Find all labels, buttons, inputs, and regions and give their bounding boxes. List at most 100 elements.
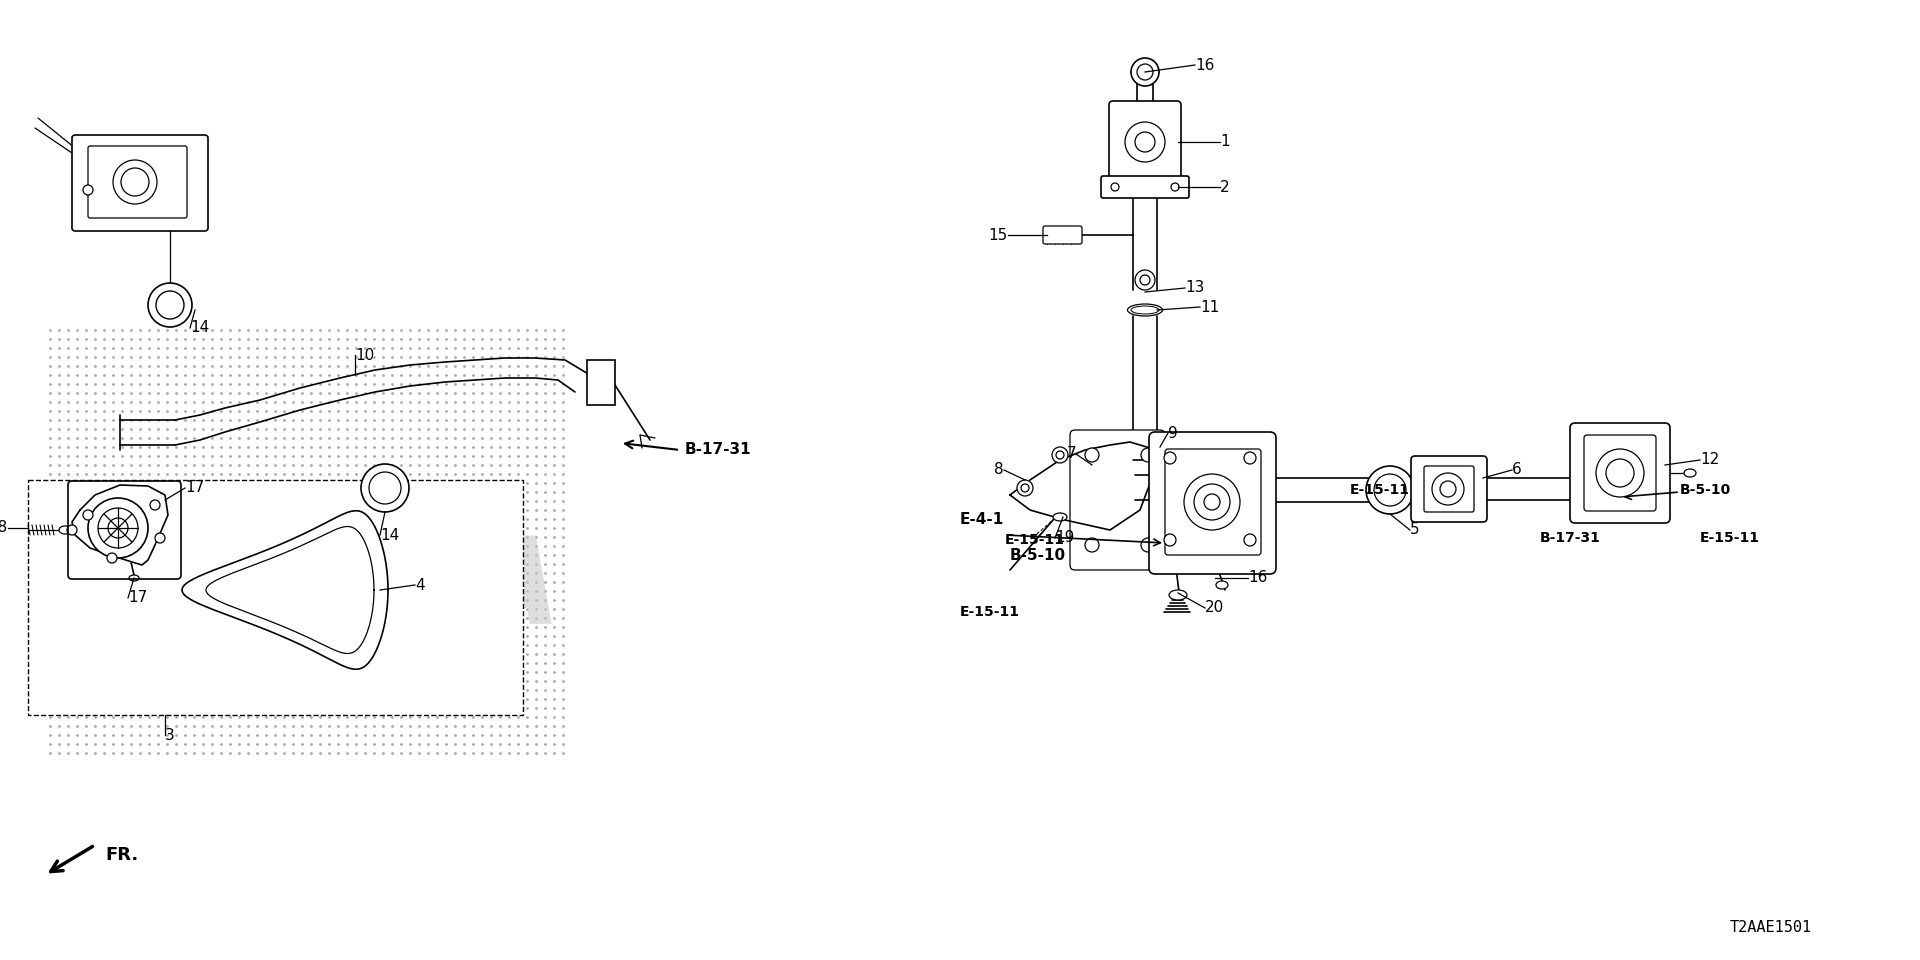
- Circle shape: [1021, 484, 1029, 492]
- Text: 6: 6: [1513, 463, 1523, 477]
- Text: 16: 16: [1248, 570, 1267, 586]
- Text: 14: 14: [380, 527, 399, 542]
- Circle shape: [98, 508, 138, 548]
- Text: 7: 7: [1066, 446, 1075, 462]
- Text: E-4-1: E-4-1: [960, 513, 1004, 527]
- FancyBboxPatch shape: [88, 146, 186, 218]
- Ellipse shape: [129, 575, 138, 581]
- Circle shape: [1365, 466, 1413, 514]
- Text: E-15-11: E-15-11: [1350, 483, 1409, 497]
- FancyBboxPatch shape: [1148, 432, 1277, 574]
- Circle shape: [1596, 449, 1644, 497]
- FancyBboxPatch shape: [1584, 435, 1655, 511]
- Circle shape: [1131, 58, 1160, 86]
- Circle shape: [150, 500, 159, 510]
- Text: 13: 13: [1185, 280, 1204, 296]
- Text: 18: 18: [0, 520, 8, 536]
- Circle shape: [1085, 448, 1098, 462]
- Text: 17: 17: [184, 481, 204, 495]
- Text: 19: 19: [1054, 531, 1075, 545]
- Ellipse shape: [1127, 304, 1162, 316]
- Circle shape: [1375, 474, 1405, 506]
- Circle shape: [108, 518, 129, 538]
- Text: T2AAE1501: T2AAE1501: [1730, 921, 1812, 935]
- Circle shape: [1164, 534, 1175, 546]
- Circle shape: [88, 498, 148, 558]
- Circle shape: [156, 533, 165, 543]
- Text: B-5-10: B-5-10: [1010, 547, 1066, 563]
- Polygon shape: [1010, 442, 1156, 530]
- Circle shape: [1125, 122, 1165, 162]
- Circle shape: [148, 283, 192, 327]
- FancyBboxPatch shape: [588, 360, 614, 405]
- FancyBboxPatch shape: [1571, 423, 1670, 523]
- Text: B-5-10: B-5-10: [1680, 483, 1732, 497]
- Text: B-17-31: B-17-31: [685, 443, 751, 458]
- Ellipse shape: [1684, 469, 1695, 477]
- FancyBboxPatch shape: [1043, 226, 1083, 244]
- Text: 4: 4: [415, 578, 424, 592]
- Circle shape: [1244, 534, 1256, 546]
- FancyBboxPatch shape: [29, 480, 522, 715]
- Polygon shape: [73, 485, 169, 565]
- Text: HONDA: HONDA: [58, 532, 563, 649]
- Circle shape: [1018, 480, 1033, 496]
- Text: 5: 5: [1409, 522, 1419, 538]
- Circle shape: [1135, 132, 1156, 152]
- FancyBboxPatch shape: [1425, 466, 1475, 512]
- Text: 2: 2: [1219, 180, 1229, 195]
- Text: B-17-31: B-17-31: [1540, 531, 1601, 545]
- Circle shape: [1432, 473, 1463, 505]
- FancyBboxPatch shape: [73, 135, 207, 231]
- Circle shape: [1605, 459, 1634, 487]
- Ellipse shape: [1131, 306, 1160, 314]
- Circle shape: [1056, 451, 1064, 459]
- Circle shape: [83, 185, 92, 195]
- Text: 3: 3: [165, 728, 175, 742]
- Ellipse shape: [1052, 513, 1068, 521]
- Circle shape: [1164, 452, 1175, 464]
- Text: 14: 14: [190, 321, 209, 335]
- Circle shape: [1137, 64, 1154, 80]
- Ellipse shape: [1215, 581, 1229, 589]
- Circle shape: [1185, 474, 1240, 530]
- Text: FR.: FR.: [106, 846, 138, 864]
- Circle shape: [113, 160, 157, 204]
- Text: E-15-11: E-15-11: [1004, 533, 1066, 547]
- Ellipse shape: [60, 526, 71, 534]
- Circle shape: [1140, 448, 1156, 462]
- Circle shape: [1052, 447, 1068, 463]
- Circle shape: [1112, 183, 1119, 191]
- FancyBboxPatch shape: [1411, 456, 1486, 522]
- FancyBboxPatch shape: [1110, 101, 1181, 184]
- Text: E-15-11: E-15-11: [960, 605, 1020, 619]
- FancyBboxPatch shape: [1069, 430, 1165, 570]
- Circle shape: [108, 553, 117, 563]
- Text: 17: 17: [129, 590, 148, 606]
- Text: 11: 11: [1200, 300, 1219, 315]
- Circle shape: [1244, 452, 1256, 464]
- Text: 20: 20: [1206, 601, 1225, 615]
- FancyBboxPatch shape: [1100, 176, 1188, 198]
- FancyBboxPatch shape: [1165, 449, 1261, 555]
- Text: 9: 9: [1167, 425, 1177, 441]
- Circle shape: [121, 168, 150, 196]
- Text: 8: 8: [995, 463, 1004, 477]
- Text: 15: 15: [989, 228, 1008, 243]
- Circle shape: [156, 291, 184, 319]
- Circle shape: [83, 510, 92, 520]
- Circle shape: [1085, 538, 1098, 552]
- Circle shape: [1440, 481, 1455, 497]
- Circle shape: [361, 464, 409, 512]
- Circle shape: [1140, 538, 1156, 552]
- Circle shape: [1194, 484, 1231, 520]
- Circle shape: [1171, 183, 1179, 191]
- Text: E-15-11: E-15-11: [1699, 531, 1761, 545]
- Circle shape: [1135, 270, 1156, 290]
- Text: 1: 1: [1219, 134, 1229, 150]
- Circle shape: [67, 525, 77, 535]
- Polygon shape: [182, 511, 388, 669]
- Text: 12: 12: [1699, 452, 1718, 468]
- Ellipse shape: [1169, 590, 1187, 600]
- Circle shape: [1140, 275, 1150, 285]
